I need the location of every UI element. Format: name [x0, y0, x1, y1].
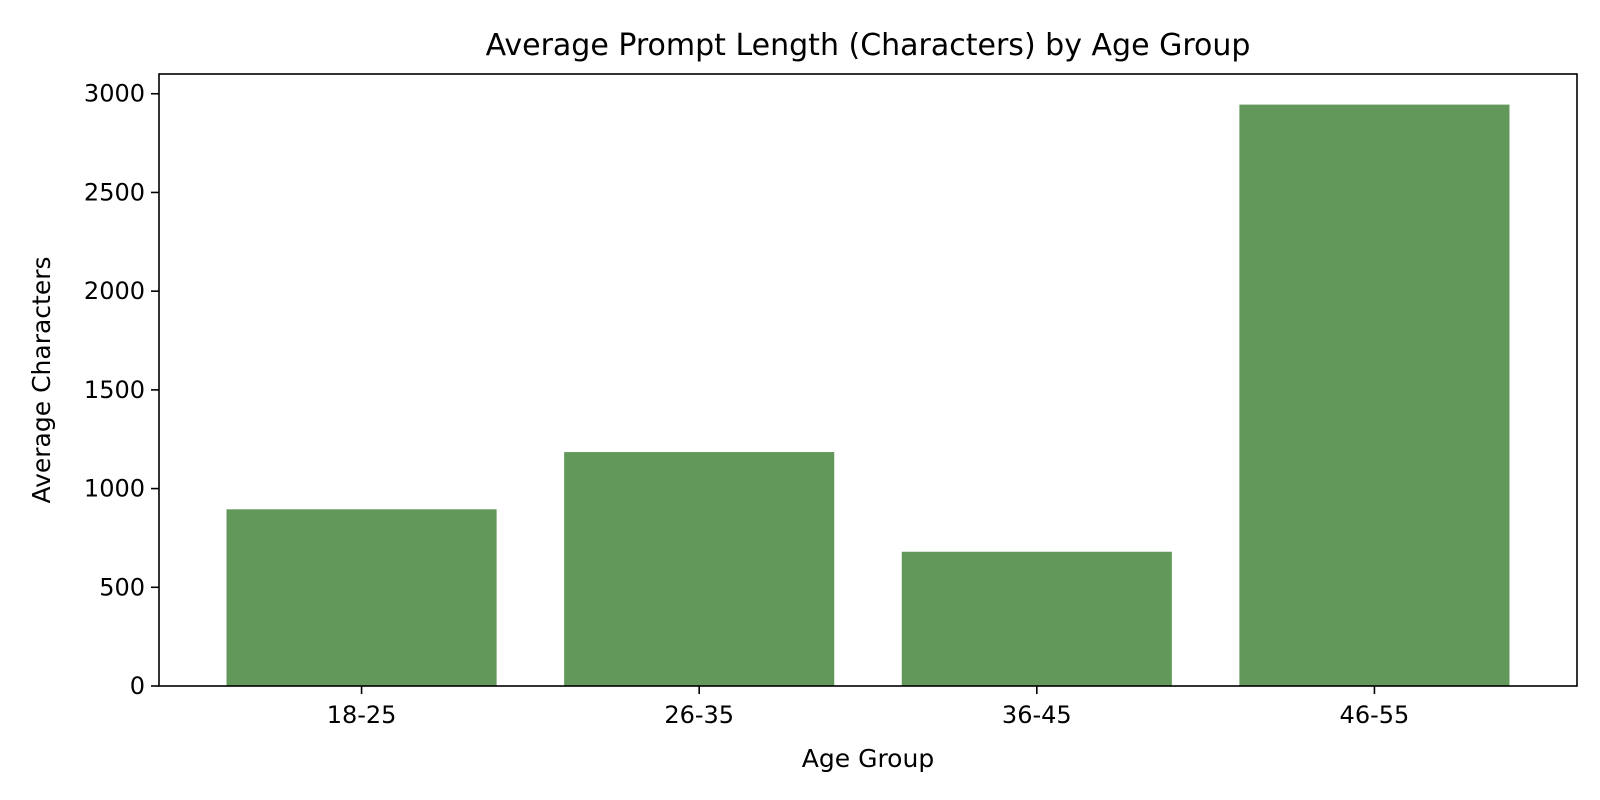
y-axis-label: Average Characters [27, 256, 56, 503]
y-tick-label: 2500 [84, 178, 145, 206]
chart-title: Average Prompt Length (Characters) by Ag… [486, 28, 1251, 63]
x-tick-label: 36-45 [1002, 701, 1072, 729]
bars-group [226, 104, 1510, 687]
x-tick-label: 46-55 [1340, 701, 1410, 729]
x-axis-ticks: 18-25 26-35 36-45 46-55 [327, 686, 1410, 729]
y-tick-label: 500 [99, 573, 145, 601]
plot-frame [158, 73, 1578, 687]
bar-36-45 [901, 551, 1172, 686]
x-tick-label: 26-35 [664, 701, 734, 729]
y-tick-label: 3000 [84, 80, 145, 108]
x-tick-label: 18-25 [327, 701, 397, 729]
y-tick-label: 1000 [84, 475, 145, 503]
y-tick-label: 1500 [84, 376, 145, 404]
x-axis-label: Age Group [802, 744, 934, 773]
y-axis-ticks: 0 500 1000 1500 2000 2500 3000 [84, 80, 159, 700]
y-tick-label: 2000 [84, 277, 145, 305]
y-tick-label: 0 [130, 672, 145, 700]
bar-18-25 [226, 509, 497, 686]
bar-26-35 [564, 452, 835, 686]
bar-46-55 [1239, 104, 1510, 687]
